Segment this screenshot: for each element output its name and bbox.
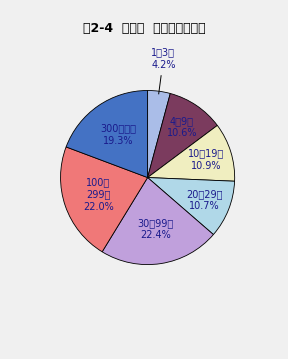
Wedge shape [147, 90, 170, 178]
Wedge shape [102, 178, 213, 265]
Text: 1～3人
4.2%: 1～3人 4.2% [151, 47, 176, 70]
Wedge shape [148, 125, 235, 181]
Text: 10～19人
10.9%: 10～19人 10.9% [188, 148, 224, 171]
Text: 4～9人
10.6%: 4～9人 10.6% [166, 116, 197, 138]
Wedge shape [66, 90, 148, 178]
Wedge shape [148, 93, 217, 178]
Text: 30～99人
22.4%: 30～99人 22.4% [137, 218, 174, 241]
Text: 300人以上
19.3%: 300人以上 19.3% [100, 123, 136, 146]
Text: 100～
299人
22.0%: 100～ 299人 22.0% [83, 177, 113, 212]
Wedge shape [148, 178, 235, 234]
Text: 図2-4  規模別  従業者数構成比: 図2-4 規模別 従業者数構成比 [83, 22, 205, 34]
Text: 20～29人
10.7%: 20～29人 10.7% [186, 189, 223, 211]
Wedge shape [60, 147, 148, 252]
